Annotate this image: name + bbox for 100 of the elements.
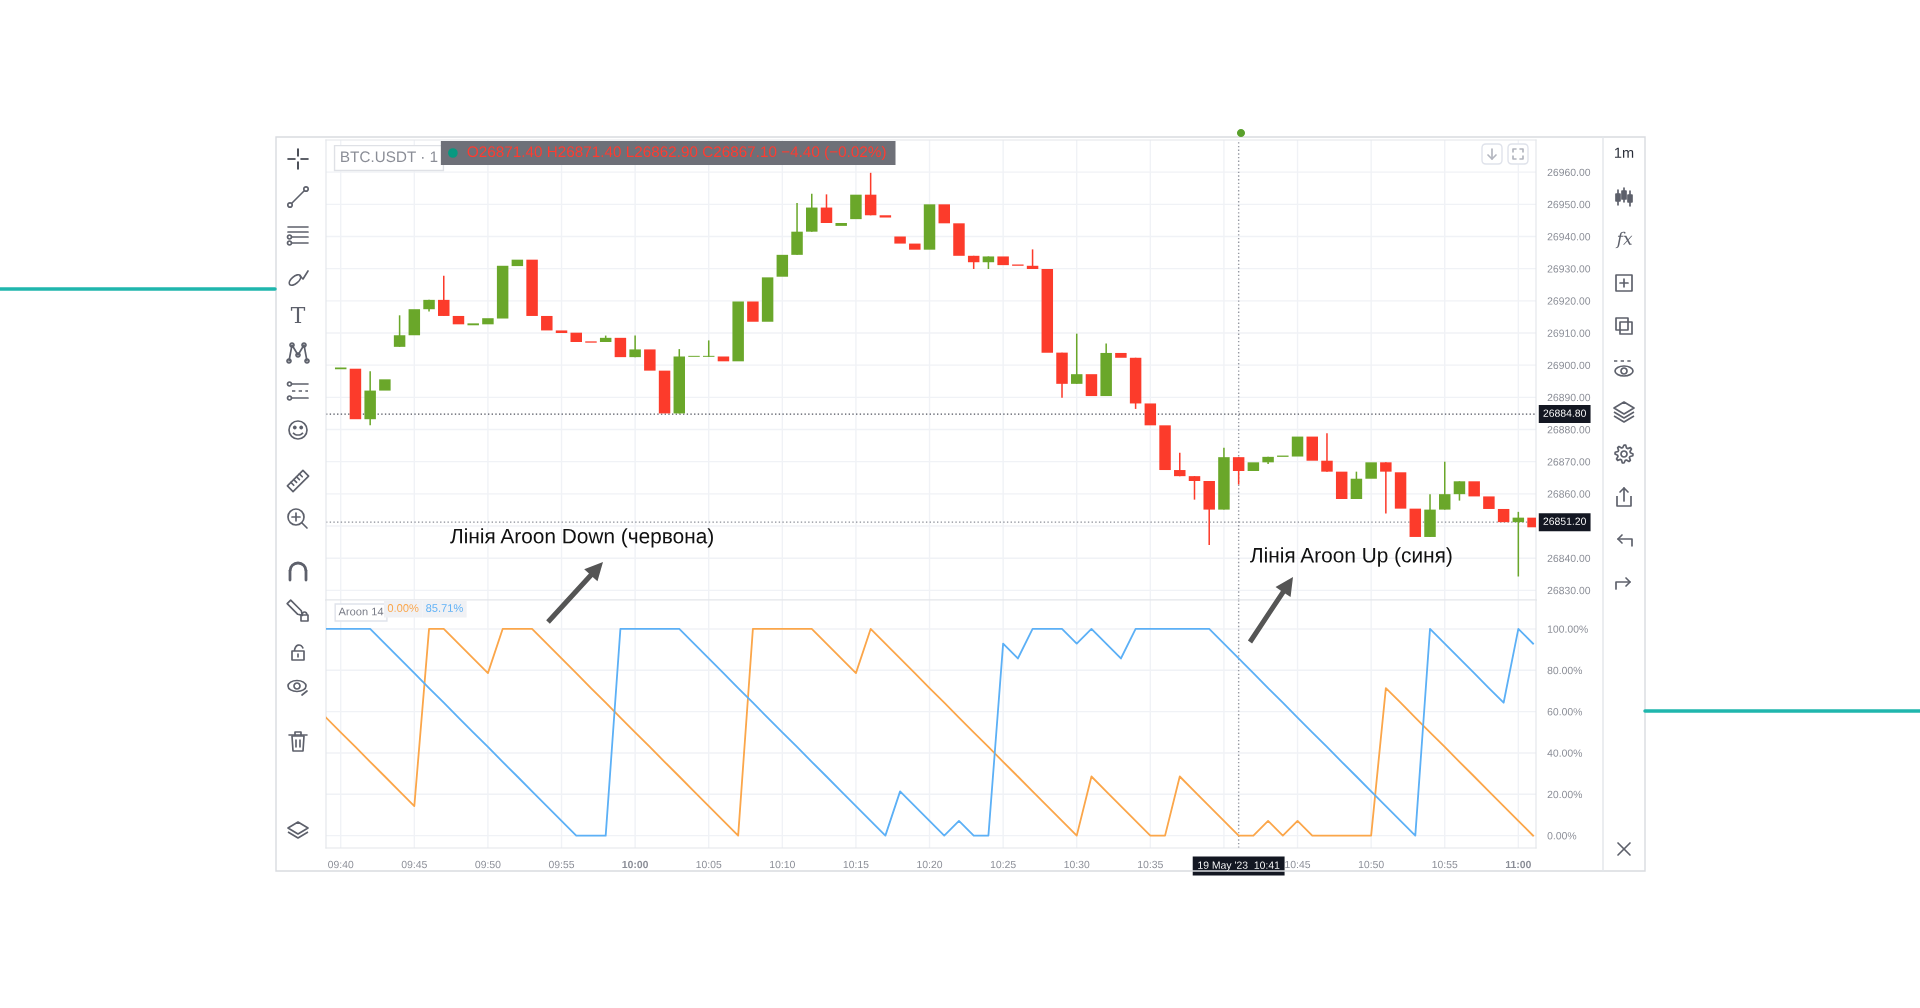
y-tick-label: 26930.00: [1547, 265, 1591, 273]
candlestick: [1365, 462, 1377, 479]
candlestick: [879, 215, 892, 218]
candlestick: [467, 323, 479, 326]
candlestick: [482, 318, 494, 325]
y-tick-label: 100.00%: [1547, 625, 1588, 633]
candlestick: [408, 309, 421, 336]
line-series: [326, 628, 1534, 837]
y-tick-label: 26870.00: [1547, 458, 1591, 466]
candlestick: [1468, 481, 1480, 497]
candlestick: [850, 194, 862, 220]
candlestick: [1438, 460, 1451, 511]
y-tick-label: 26880.00: [1547, 426, 1591, 434]
candlestick: [1291, 436, 1304, 457]
candlestick: [953, 223, 965, 256]
candlestick: [1247, 462, 1260, 472]
candlestick: [452, 315, 465, 325]
x-tick-label: 10:05: [696, 860, 722, 869]
candlestick: [1232, 456, 1245, 486]
candlestick: [1041, 268, 1054, 353]
annotation: 85.71%: [426, 604, 463, 612]
candlestick: [541, 315, 553, 331]
ref-line-label: 26851.20: [1543, 517, 1586, 525]
y-tick-label: 26960.00: [1547, 168, 1591, 177]
candlestick: [864, 172, 877, 217]
ref-line-label: 19 May '23 10:41: [1198, 861, 1280, 871]
text: 1m: [1614, 147, 1634, 158]
annotation: 0.00%: [387, 604, 419, 612]
x-tick-label: 09:40: [328, 860, 354, 869]
x-tick-label: 10:50: [1358, 860, 1384, 869]
candlestick: [1453, 480, 1466, 502]
candlestick: [1306, 436, 1318, 461]
candlestick: [334, 367, 348, 370]
candlestick: [1144, 403, 1157, 426]
candlestick: [923, 204, 936, 250]
x-tick-label: 10:00: [622, 860, 649, 869]
candlestick: [1380, 461, 1392, 515]
x-tick-label: 09:45: [401, 860, 427, 869]
y-tick-label: 26890.00: [1547, 393, 1591, 402]
y-tick-label: 0.00%: [1547, 832, 1577, 840]
candlestick: [747, 301, 759, 322]
x-tick-label: 10:30: [1064, 860, 1090, 869]
candlestick: [909, 243, 921, 250]
candlestick: [938, 204, 950, 224]
candlestick: [1394, 472, 1407, 509]
candlestick: [1321, 432, 1333, 473]
candlestick: [717, 356, 730, 362]
candlestick: [644, 349, 656, 371]
candlestick: [732, 301, 744, 362]
candlestick: [1188, 475, 1201, 501]
candlestick: [379, 379, 391, 391]
candlestick: [835, 222, 847, 226]
x-tick-label: 10:35: [1138, 860, 1163, 869]
chart-subtitle: O26871.40 H26871.40 L26862.90 C26867.10 −4.40 (−0.02%): [467, 145, 886, 161]
candlestick: [1483, 496, 1495, 509]
y-tick-label: 80.00%: [1547, 666, 1583, 675]
candlestick: [614, 337, 627, 358]
candlestick: [776, 254, 789, 277]
candlestick: [496, 265, 509, 319]
annotation: Лінія Aroon Up (синя): [1250, 547, 1452, 567]
x-tick-label: 10:20: [917, 860, 943, 869]
candlestick: [1409, 508, 1422, 537]
x-tick-label: 09:50: [475, 860, 501, 869]
y-tick-label: 26900.00: [1547, 361, 1591, 370]
annotation: Aroon 14: [338, 607, 384, 616]
y-tick-label: 40.00%: [1547, 749, 1583, 757]
candlestick: [1350, 470, 1363, 500]
candlestick: [761, 277, 774, 322]
candlestick: [791, 202, 803, 256]
candlestick: [1159, 425, 1171, 471]
candlestick: [1497, 508, 1510, 523]
y-tick-label: 26920.00: [1547, 297, 1591, 305]
candlestick: [1115, 352, 1127, 358]
y-tick-label: 26910.00: [1547, 329, 1591, 337]
y-tick-label: 20.00%: [1547, 790, 1583, 799]
x-tick-label: 09:55: [548, 860, 575, 869]
candlestick: [997, 256, 1009, 266]
candlestick: [894, 236, 906, 244]
x-tick-label: 10:45: [1285, 860, 1311, 869]
x-tick-label: 10:25: [990, 860, 1016, 869]
candlestick: [658, 370, 671, 414]
y-tick-label: 26830.00: [1547, 586, 1591, 595]
text: BTC.USDT · 1: [341, 151, 438, 163]
candlestick: [349, 368, 362, 420]
candlestick: [526, 259, 538, 316]
y-tick-label: 26940.00: [1547, 233, 1591, 241]
candlestick: [570, 332, 582, 343]
x-tick-label: 10:10: [770, 860, 795, 869]
y-tick-label: 26840.00: [1547, 554, 1591, 563]
y-tick-label: 26860.00: [1547, 490, 1591, 498]
x-tick-label: 10:55: [1432, 860, 1458, 869]
ref-line-label: 26884.80: [1543, 409, 1586, 417]
x-tick-label: 10:15: [843, 860, 869, 869]
candlestick: [438, 274, 450, 317]
candlestick: [820, 193, 833, 224]
x-tick-label: 11:00: [1505, 860, 1531, 869]
candlestick: [1085, 374, 1098, 397]
y-tick-label: 60.00%: [1547, 708, 1583, 716]
candlestick: [555, 330, 568, 334]
candlestick: [1070, 332, 1083, 385]
